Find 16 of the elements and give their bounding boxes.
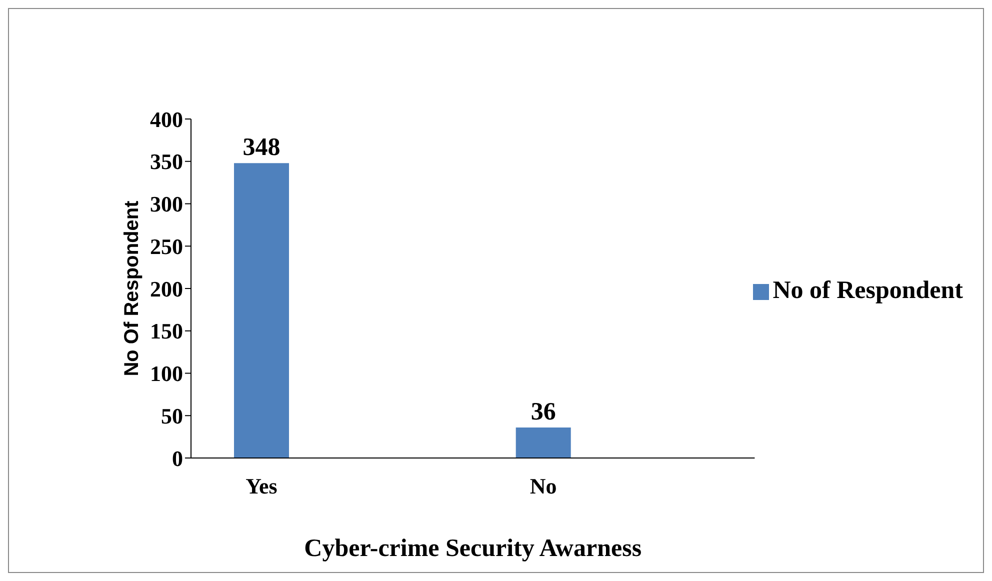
y-tick-label: 350 — [150, 149, 183, 174]
y-tick-label: 50 — [161, 403, 183, 428]
y-axis-title: No Of Respondent — [121, 200, 144, 376]
data-label: 348 — [242, 134, 280, 162]
x-tick-label: Yes — [246, 474, 278, 499]
y-tick-label: 400 — [150, 106, 183, 132]
y-tick-label: 0 — [172, 446, 183, 471]
y-tick-label: 250 — [150, 234, 183, 259]
legend-label: No of Respondent — [772, 276, 963, 304]
y-tick-label: 200 — [150, 276, 183, 302]
data-label: 36 — [530, 398, 556, 426]
x-axis-title: Cyber-crime Security Awarness — [304, 535, 642, 562]
y-tick-label: 300 — [150, 192, 183, 217]
y-tick-label: 100 — [150, 361, 183, 386]
y-tick-label: 150 — [150, 318, 183, 344]
x-tick-label: No — [530, 474, 557, 499]
